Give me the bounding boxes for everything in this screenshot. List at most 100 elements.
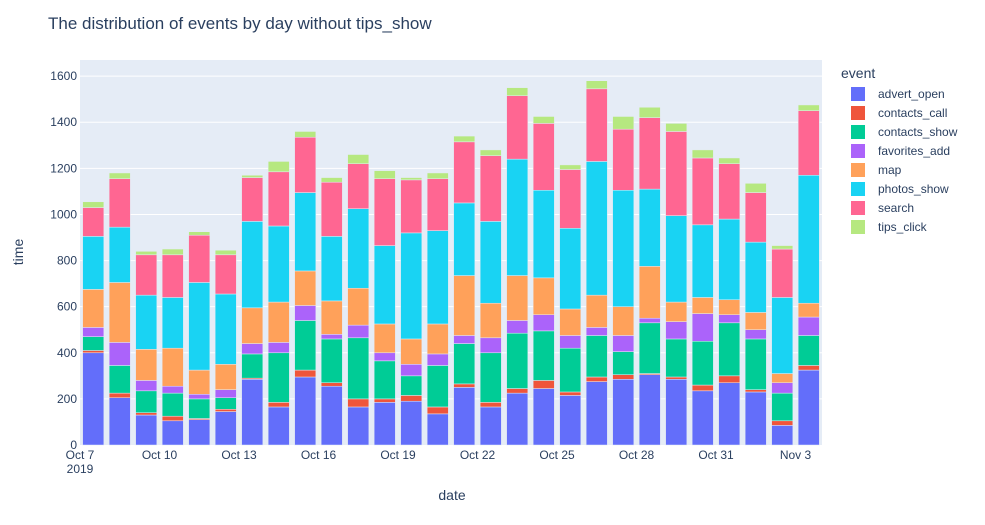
- bar-segment-search[interactable]: [82, 207, 105, 237]
- bar-segment-advert_open[interactable]: [665, 379, 688, 446]
- bar-segment-contacts_show[interactable]: [320, 338, 343, 384]
- bar-segment-photos_show[interactable]: [585, 161, 608, 296]
- bar-segment-photos_show[interactable]: [320, 236, 343, 302]
- bar-segment-contacts_call[interactable]: [453, 383, 476, 388]
- bar-segment-tips_click[interactable]: [771, 245, 794, 250]
- bar-segment-search[interactable]: [771, 248, 794, 298]
- bar-segment-photos_show[interactable]: [426, 230, 449, 325]
- bar-segment-tips_click[interactable]: [532, 116, 555, 124]
- bar-segment-favorites_add[interactable]: [82, 327, 105, 337]
- bar-segment-contacts_show[interactable]: [82, 336, 105, 351]
- bar-segment-photos_show[interactable]: [771, 297, 794, 374]
- bar-segment-contacts_call[interactable]: [771, 420, 794, 426]
- bar-segment-tips_click[interactable]: [400, 177, 423, 181]
- bar-segment-advert_open[interactable]: [82, 352, 105, 446]
- bar-segment-contacts_call[interactable]: [718, 375, 741, 384]
- bar-segment-map[interactable]: [373, 323, 396, 354]
- bar-segment-contacts_call[interactable]: [320, 382, 343, 387]
- bar-segment-photos_show[interactable]: [161, 297, 184, 349]
- bar-segment-favorites_add[interactable]: [771, 382, 794, 394]
- legend-label-advert_open[interactable]: advert_open: [878, 87, 945, 101]
- bar-segment-tips_click[interactable]: [453, 135, 476, 143]
- bar-segment-contacts_call[interactable]: [691, 384, 714, 392]
- bar-segment-tips_click[interactable]: [347, 154, 370, 164]
- bar-segment-map[interactable]: [744, 312, 767, 330]
- bar-segment-advert_open[interactable]: [108, 397, 131, 446]
- bar-segment-advert_open[interactable]: [453, 387, 476, 446]
- bar-segment-search[interactable]: [188, 234, 211, 283]
- bar-segment-contacts_call[interactable]: [373, 398, 396, 403]
- bar-segment-favorites_add[interactable]: [294, 305, 317, 321]
- bar-segment-map[interactable]: [294, 270, 317, 306]
- bar-segment-contacts_show[interactable]: [638, 322, 661, 374]
- bar-segment-favorites_add[interactable]: [453, 335, 476, 344]
- bar-segment-advert_open[interactable]: [506, 392, 529, 446]
- bar-segment-contacts_show[interactable]: [797, 335, 820, 366]
- bar-segment-search[interactable]: [532, 123, 555, 191]
- bar-segment-contacts_show[interactable]: [506, 332, 529, 389]
- bar-segment-advert_open[interactable]: [320, 385, 343, 446]
- bar-segment-advert_open[interactable]: [135, 414, 158, 446]
- bar-segment-tips_click[interactable]: [506, 87, 529, 96]
- bar-segment-search[interactable]: [294, 136, 317, 193]
- bar-segment-favorites_add[interactable]: [347, 324, 370, 339]
- bar-segment-map[interactable]: [771, 373, 794, 384]
- bar-segment-favorites_add[interactable]: [479, 337, 502, 354]
- bar-segment-search[interactable]: [744, 192, 767, 243]
- bar-segment-map[interactable]: [665, 301, 688, 322]
- bar-segment-photos_show[interactable]: [294, 192, 317, 272]
- bar-segment-contacts_show[interactable]: [400, 375, 423, 396]
- bar-segment-favorites_add[interactable]: [241, 343, 264, 355]
- bar-segment-map[interactable]: [532, 277, 555, 315]
- legend-swatch-map[interactable]: [851, 163, 865, 177]
- bar-segment-map[interactable]: [347, 287, 370, 326]
- bar-segment-photos_show[interactable]: [559, 228, 582, 310]
- legend-swatch-photos_show[interactable]: [851, 182, 865, 196]
- legend[interactable]: event advert_open contacts_call contacts_s…: [841, 65, 958, 234]
- legend-swatch-advert_open[interactable]: [851, 87, 865, 101]
- bar-segment-tips_click[interactable]: [214, 249, 237, 256]
- bar-segment-contacts_show[interactable]: [214, 397, 237, 410]
- bar-segment-tips_click[interactable]: [108, 172, 131, 179]
- bar-segment-contacts_show[interactable]: [426, 365, 449, 408]
- bar-segment-advert_open[interactable]: [797, 369, 820, 446]
- bar-segment-photos_show[interactable]: [612, 190, 635, 307]
- bar-segment-advert_open[interactable]: [214, 411, 237, 446]
- bar-segment-photos_show[interactable]: [797, 175, 820, 304]
- bar-segment-advert_open[interactable]: [267, 406, 290, 446]
- legend-swatch-search[interactable]: [851, 201, 865, 215]
- bar-segment-photos_show[interactable]: [347, 208, 370, 289]
- bar-segment-search[interactable]: [479, 155, 502, 222]
- bar-segment-search[interactable]: [453, 141, 476, 204]
- bar-segment-map[interactable]: [400, 338, 423, 365]
- legend-swatch-favorites_add[interactable]: [851, 144, 865, 158]
- bar-segment-favorites_add[interactable]: [612, 335, 635, 352]
- bar-segment-advert_open[interactable]: [585, 381, 608, 446]
- bar-segment-favorites_add[interactable]: [665, 321, 688, 340]
- bar-segment-search[interactable]: [612, 128, 635, 191]
- bar-segment-tips_click[interactable]: [426, 172, 449, 179]
- bar-segment-map[interactable]: [638, 266, 661, 319]
- bar-segment-search[interactable]: [665, 131, 688, 216]
- bar-segment-favorites_add[interactable]: [267, 342, 290, 354]
- bar-segment-tips_click[interactable]: [744, 183, 767, 193]
- legend-label-contacts_call[interactable]: contacts_call: [878, 106, 947, 120]
- bar-segment-contacts_show[interactable]: [691, 341, 714, 386]
- bar-segment-tips_click[interactable]: [161, 248, 184, 256]
- bar-segment-photos_show[interactable]: [188, 282, 211, 371]
- bar-segment-contacts_call[interactable]: [426, 406, 449, 415]
- bar-segment-contacts_show[interactable]: [188, 398, 211, 419]
- bar-segment-favorites_add[interactable]: [161, 385, 184, 394]
- bar-segment-contacts_show[interactable]: [559, 347, 582, 393]
- bar-segment-tips_click[interactable]: [479, 149, 502, 156]
- bar-segment-contacts_call[interactable]: [506, 388, 529, 394]
- bar-segment-search[interactable]: [161, 254, 184, 298]
- legend-label-search[interactable]: search: [878, 201, 914, 215]
- bar-segment-favorites_add[interactable]: [426, 353, 449, 366]
- bar-segment-advert_open[interactable]: [241, 379, 264, 446]
- bar-segment-contacts_show[interactable]: [612, 351, 635, 375]
- bar-segment-photos_show[interactable]: [665, 215, 688, 303]
- bar-segment-contacts_call[interactable]: [532, 380, 555, 389]
- bar-segment-advert_open[interactable]: [426, 413, 449, 446]
- bar-segment-photos_show[interactable]: [638, 188, 661, 267]
